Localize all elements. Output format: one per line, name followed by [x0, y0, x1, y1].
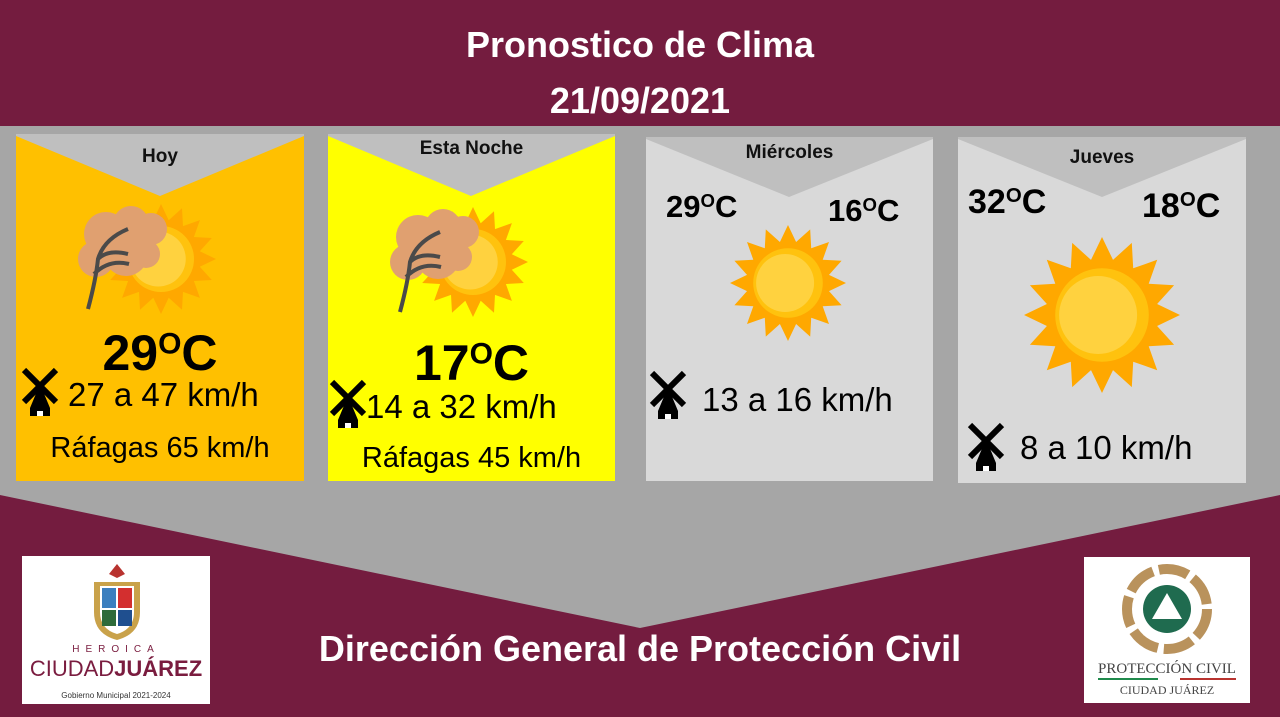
- logo-text: Gobierno Municipal 2021-2024: [61, 691, 171, 700]
- card-label: Jueves: [1069, 147, 1135, 168]
- temperature: 29: [102, 325, 159, 381]
- card-label: Hoy: [142, 146, 178, 167]
- logo-text: CIUDAD JUÁREZ: [1119, 683, 1215, 697]
- footer-title: Dirección General de Protección Civil: [318, 628, 962, 669]
- proteccion-civil-logo: PROTECCIÓN CIVIL CIUDAD JUÁREZ: [1084, 557, 1250, 703]
- sun-icon: [730, 225, 846, 341]
- windy-sun-icon: [78, 204, 216, 314]
- card-label: Esta Noche: [419, 138, 524, 159]
- windmill-icon: [329, 379, 367, 428]
- sun-icon: [1024, 237, 1180, 393]
- unit: C: [181, 325, 218, 381]
- logo-text: CIUDAD: [29, 656, 115, 681]
- logo-text: JUÁREZ: [114, 656, 203, 681]
- wind-speed: 14 a 32 km/h: [366, 388, 557, 425]
- card-header-chevron: [646, 137, 933, 197]
- high-temp: 32: [968, 183, 1006, 221]
- gusts: Ráfagas 45 km/h: [361, 442, 582, 474]
- forecast-card-miercoles: Miércoles 29OC 16OC 13 a 16 km/h: [646, 137, 933, 481]
- low-temp: 16: [828, 193, 863, 228]
- degree-symbol: O: [1005, 184, 1022, 207]
- unit: C: [714, 189, 738, 224]
- forecast-card-esta-noche: Esta Noche 17OC 14 a 32 km/h Ráfagas 45 …: [328, 134, 615, 481]
- proteccion-civil-emblem-icon: [1122, 564, 1212, 654]
- wind-speed: 8 a 10 km/h: [1020, 429, 1193, 466]
- card-header-chevron: [958, 137, 1246, 197]
- wind-speed: 13 a 16 km/h: [702, 381, 893, 418]
- unit: C: [876, 193, 900, 228]
- windmill-icon: [21, 367, 59, 416]
- degree-symbol: O: [1179, 188, 1196, 211]
- gusts: Ráfagas 65 km/h: [50, 432, 270, 464]
- degree-symbol: O: [469, 337, 493, 371]
- forecast-date: 21/09/2021: [549, 80, 731, 121]
- logo-text: HEROICA: [72, 644, 160, 655]
- unit: C: [1195, 187, 1221, 225]
- forecast-card-jueves: Jueves 32OC 18OC 8 a 10 km/h: [958, 137, 1246, 483]
- windmill-icon: [649, 370, 687, 419]
- unit: C: [1021, 183, 1047, 221]
- card-header-chevron: [328, 134, 615, 196]
- unit: C: [492, 335, 530, 391]
- coat-of-arms-icon: [94, 564, 140, 640]
- degree-symbol: O: [158, 327, 182, 361]
- wind-speed: 27 a 47 km/h: [68, 376, 259, 413]
- degree-symbol: O: [862, 193, 877, 215]
- windy-sun-icon: [390, 207, 528, 317]
- card-label: Miércoles: [745, 142, 834, 163]
- page-title: Pronostico de Clima: [465, 24, 815, 65]
- temperature: 17: [413, 335, 470, 391]
- degree-symbol: O: [700, 189, 715, 211]
- low-temp: 18: [1142, 187, 1180, 225]
- forecast-card-hoy: Hoy 29OC 27 a 47 km/h Ráfagas 65 km/h: [16, 134, 304, 481]
- high-temp: 29: [666, 189, 701, 224]
- windmill-icon: [967, 422, 1005, 471]
- card-header-chevron: [16, 134, 304, 196]
- ciudad-juarez-logo: HEROICA CIUDADJUÁREZ Gobierno Municipal …: [22, 556, 210, 704]
- logo-text: PROTECCIÓN CIVIL: [1098, 661, 1236, 677]
